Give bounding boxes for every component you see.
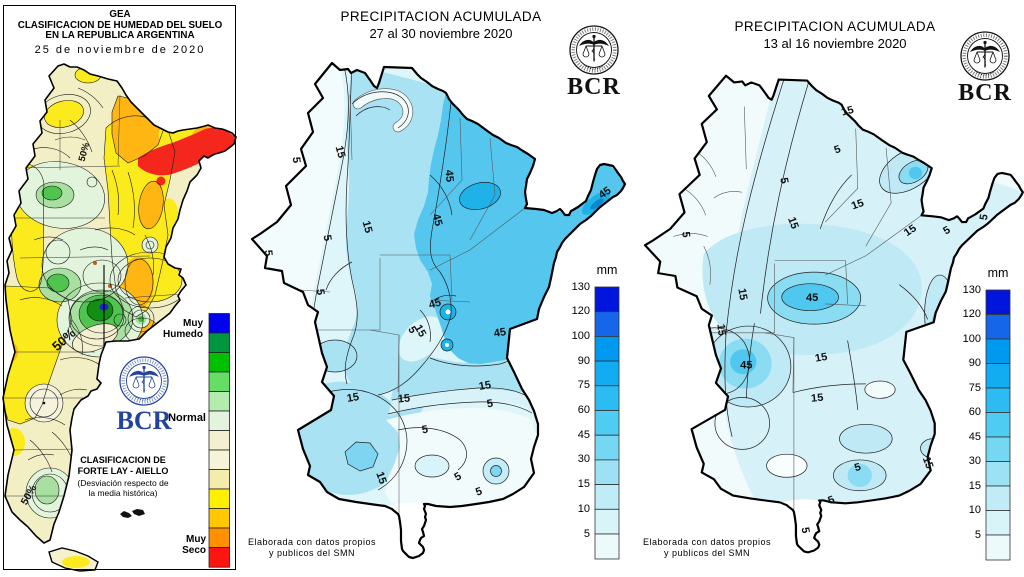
svg-text:5: 5 [262, 249, 274, 256]
svg-text:5: 5 [832, 143, 842, 156]
svg-text:15: 15 [333, 145, 348, 160]
svg-text:15: 15 [360, 220, 375, 235]
svg-text:5: 5 [777, 177, 790, 185]
svg-text:45: 45 [806, 292, 818, 304]
svg-text:15: 15 [735, 287, 749, 301]
svg-text:5: 5 [941, 224, 953, 237]
svg-text:5: 5 [486, 398, 494, 411]
svg-text:45: 45 [442, 169, 455, 182]
svg-text:5: 5 [321, 234, 334, 242]
svg-text:15: 15 [902, 223, 919, 239]
svg-text:15: 15 [412, 323, 429, 340]
svg-text:5: 5 [474, 485, 484, 498]
svg-text:15: 15 [346, 391, 360, 405]
svg-text:BCR: BCR [567, 74, 621, 100]
svg-text:5: 5 [679, 231, 692, 238]
svg-text:15: 15 [850, 197, 866, 212]
svg-text:15: 15 [478, 379, 492, 393]
svg-text:15: 15 [373, 470, 388, 486]
svg-text:50%: 50% [77, 141, 93, 163]
svg-text:5: 5 [405, 324, 418, 335]
svg-text:15: 15 [714, 324, 727, 337]
svg-text:5: 5 [853, 461, 862, 474]
svg-text:45: 45 [740, 360, 752, 372]
svg-text:45: 45 [428, 297, 443, 312]
svg-text:15: 15 [920, 455, 936, 470]
svg-text:15: 15 [840, 104, 855, 118]
svg-text:5: 5 [978, 213, 991, 221]
svg-text:15: 15 [814, 351, 828, 365]
svg-text:15: 15 [810, 392, 823, 405]
svg-text:15: 15 [785, 215, 801, 230]
svg-text:45: 45 [493, 326, 507, 340]
svg-text:45: 45 [597, 185, 614, 202]
svg-text:BCR: BCR [117, 406, 172, 435]
svg-text:BCR: BCR [958, 80, 1012, 106]
svg-text:5: 5 [452, 470, 463, 483]
svg-text:5: 5 [826, 494, 836, 507]
svg-text:45: 45 [430, 213, 445, 228]
svg-text:5: 5 [421, 424, 429, 437]
svg-text:5: 5 [290, 156, 302, 163]
svg-text:5: 5 [798, 526, 811, 534]
svg-text:5: 5 [314, 288, 326, 295]
svg-text:15: 15 [397, 392, 410, 405]
